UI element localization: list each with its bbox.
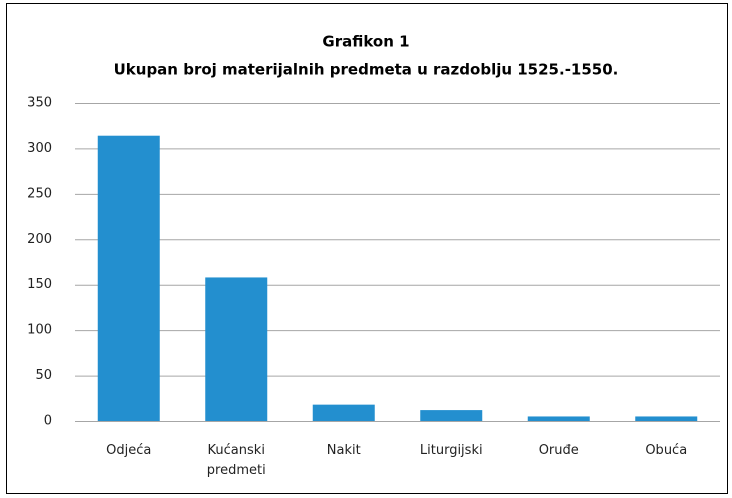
y-tick-label: 50 — [35, 368, 52, 383]
bar — [205, 277, 268, 421]
bar — [312, 404, 375, 421]
x-tick-label: Odjeća — [106, 443, 151, 458]
x-tick-label: Oruđe — [539, 443, 579, 458]
bar — [527, 416, 590, 421]
chart-title: Grafikon 1 — [322, 33, 409, 51]
y-tick-label: 350 — [27, 96, 52, 111]
y-tick-label: 100 — [27, 323, 52, 338]
y-tick-label: 0 — [44, 414, 52, 429]
y-tick-label: 200 — [27, 232, 52, 247]
bar — [635, 416, 698, 421]
chart-subtitle: Ukupan broj materijalnih predmeta u razd… — [114, 61, 619, 79]
x-tick-label: Nakit — [327, 443, 361, 458]
x-tick-label: Liturgijski — [420, 443, 483, 458]
x-tick-label: Obuća — [645, 443, 687, 458]
y-tick-label: 300 — [27, 141, 52, 156]
bar — [97, 135, 160, 422]
bar — [420, 410, 483, 421]
x-tick-label: Kućanski predmeti — [207, 443, 266, 478]
y-tick-label: 150 — [27, 277, 52, 292]
y-tick-label: 250 — [27, 186, 52, 201]
